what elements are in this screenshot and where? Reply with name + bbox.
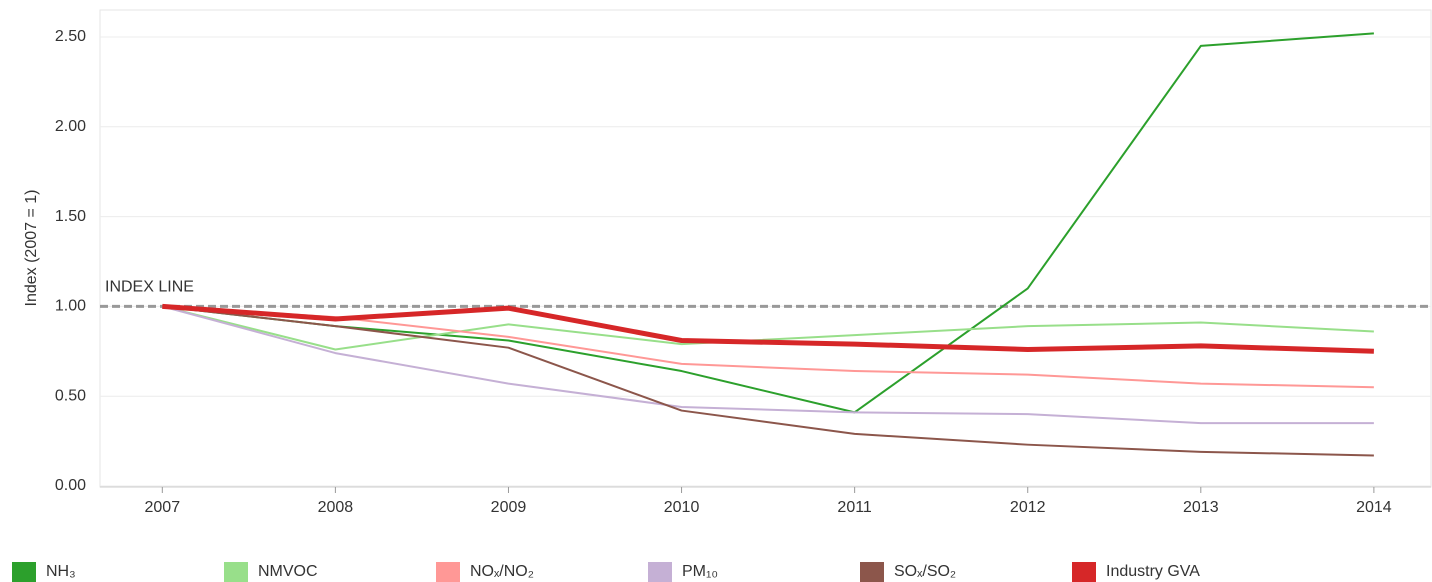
legend-label: NOₓ/NO₂ (470, 563, 534, 580)
x-tick-label: 2013 (1183, 499, 1219, 516)
y-tick-label: 0.50 (55, 387, 86, 404)
legend-swatch (860, 562, 884, 582)
y-tick-label: 1.50 (55, 208, 86, 225)
x-tick-label: 2010 (664, 499, 700, 516)
plot-frame (99, 9, 1432, 488)
legend-swatch (224, 562, 248, 582)
x-tick-label: 2014 (1356, 499, 1392, 516)
legend-label: NH₃ (46, 563, 76, 580)
series-line (162, 305, 1374, 389)
legend-label: SOₓ/SO₂ (894, 563, 956, 580)
x-tick-label: 2012 (1010, 499, 1046, 516)
legend-swatch (648, 562, 672, 582)
legend-swatch (12, 562, 36, 582)
y-tick-label: 0.00 (55, 477, 86, 494)
x-tick-label: 2011 (837, 499, 872, 516)
series-line (162, 305, 1374, 351)
legend-label: NMVOC (258, 563, 318, 580)
y-tick-label: 2.00 (55, 118, 86, 135)
index-line-label: INDEX LINE (105, 279, 194, 296)
legend-label: PM₁₀ (682, 563, 718, 580)
y-axis-label: Index (2007 = 1) (23, 190, 40, 307)
legend-label: Industry GVA (1106, 563, 1200, 580)
x-tick-label: 2007 (145, 499, 181, 516)
legend-swatch (1072, 562, 1096, 582)
y-tick-label: 2.50 (55, 28, 86, 45)
x-tick-label: 2008 (318, 499, 354, 516)
series-line (162, 32, 1374, 414)
series-line (162, 305, 1374, 457)
x-tick-label: 2009 (491, 499, 527, 516)
y-tick-label: 1.00 (55, 298, 86, 315)
legend-swatch (436, 562, 460, 582)
series-line (162, 303, 1374, 354)
series-line (162, 305, 1374, 425)
